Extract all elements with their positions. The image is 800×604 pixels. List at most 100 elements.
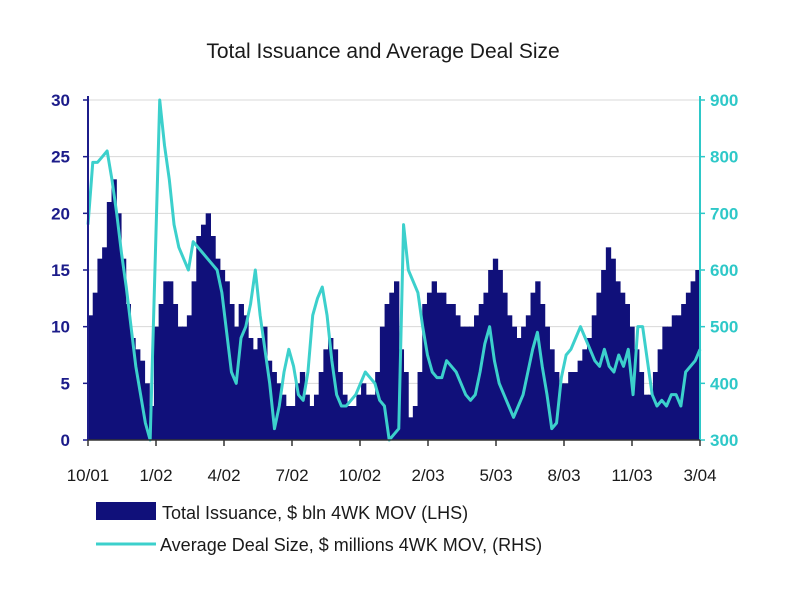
- issuance-bars: [88, 179, 701, 440]
- issuance-bar: [530, 292, 536, 440]
- issuance-bar: [257, 338, 263, 440]
- issuance-bar: [521, 326, 527, 440]
- issuance-bar: [535, 281, 541, 440]
- right-tick-label: 400: [710, 374, 738, 393]
- issuance-bar: [667, 326, 673, 440]
- issuance-bar: [549, 349, 555, 440]
- issuance-bar: [690, 281, 696, 440]
- issuance-bar: [290, 406, 296, 440]
- right-axis-ticks: 300 400 500 600 700 800 900: [700, 91, 738, 450]
- issuance-bar: [436, 292, 442, 440]
- issuance-bar: [412, 406, 419, 440]
- issuance-bar: [158, 304, 164, 440]
- issuance-bar: [102, 247, 108, 440]
- issuance-bar: [271, 372, 277, 440]
- x-tick-label: 2/03: [411, 466, 444, 485]
- issuance-bar: [111, 179, 117, 440]
- issuance-bar: [97, 258, 103, 440]
- issuance-bar: [445, 304, 452, 440]
- issuance-bar: [662, 326, 668, 440]
- issuance-bar: [634, 349, 640, 440]
- issuance-bar: [120, 258, 127, 440]
- issuance-bar: [299, 372, 306, 440]
- issuance-bar: [370, 394, 376, 440]
- issuance-bar: [492, 258, 499, 440]
- issuance-bar: [328, 338, 334, 440]
- issuance-bar: [168, 281, 174, 440]
- issuance-bar: [511, 326, 517, 440]
- right-tick-label: 900: [710, 91, 738, 110]
- right-tick-label: 800: [710, 148, 738, 167]
- issuance-bar: [469, 326, 475, 440]
- issuance-bar: [671, 315, 678, 440]
- x-tick-label: 10/01: [67, 466, 110, 485]
- issuance-bar: [116, 213, 122, 440]
- issuance-bar: [483, 292, 489, 440]
- left-tick-label: 30: [51, 91, 70, 110]
- issuance-bar: [398, 349, 405, 440]
- issuance-bar: [502, 292, 508, 440]
- issuance-bar: [356, 394, 362, 440]
- issuance-bar: [394, 281, 400, 440]
- issuance-bar: [177, 326, 183, 440]
- right-tick-label: 600: [710, 261, 738, 280]
- issuance-bar: [431, 281, 437, 440]
- x-tick-label: 5/03: [479, 466, 512, 485]
- issuance-bar: [384, 304, 390, 440]
- issuance-bar: [309, 406, 315, 440]
- issuance-bar: [191, 281, 197, 440]
- issuance-bar: [219, 270, 226, 440]
- issuance-bar: [624, 304, 630, 440]
- x-tick-label: 1/02: [139, 466, 172, 485]
- issuance-bar: [238, 304, 244, 440]
- left-axis-ticks: 0 5 10 15 20 25 30: [51, 91, 88, 450]
- issuance-bar: [516, 338, 522, 440]
- issuance-bar: [182, 326, 188, 440]
- deal-size-line: [86, 98, 702, 442]
- issuance-bar: [125, 304, 131, 440]
- issuance-bar: [506, 315, 513, 440]
- issuance-bar: [563, 383, 569, 440]
- issuance-bar: [318, 372, 324, 440]
- issuance-bar: [186, 315, 193, 440]
- issuance-bar: [643, 394, 649, 440]
- issuance-bar: [605, 247, 612, 440]
- issuance-bar: [365, 394, 372, 440]
- issuance-bar: [408, 417, 414, 440]
- issuance-bar: [450, 304, 456, 440]
- issuance-bar: [572, 372, 579, 440]
- issuance-bar: [568, 372, 574, 440]
- left-tick-label: 20: [51, 204, 70, 223]
- issuance-bar: [591, 315, 598, 440]
- issuance-bar: [544, 326, 550, 440]
- issuance-bar: [153, 326, 160, 440]
- issuance-bar: [474, 315, 480, 440]
- issuance-bar: [554, 372, 560, 440]
- issuance-bar: [464, 326, 470, 440]
- legend-deal-size-label: Average Deal Size, $ millions 4WK MOV, (…: [160, 535, 542, 555]
- issuance-bar: [172, 304, 179, 440]
- issuance-bar: [130, 338, 136, 440]
- issuance-bar: [488, 270, 494, 440]
- x-tick-label: 4/02: [207, 466, 240, 485]
- x-tick-label: 3/04: [683, 466, 716, 485]
- issuance-bar: [676, 315, 682, 440]
- issuance-bar: [375, 372, 381, 440]
- issuance-bar: [92, 292, 99, 440]
- x-tick-label: 7/02: [275, 466, 308, 485]
- issuance-bar: [266, 360, 273, 440]
- right-tick-label: 500: [710, 318, 738, 337]
- issuance-bar: [205, 213, 211, 440]
- issuance-bar: [106, 202, 113, 440]
- legend-issuance-label: Total Issuance, $ bln 4WK MOV (LHS): [162, 503, 468, 523]
- issuance-bar: [657, 349, 663, 440]
- issuance-bar: [295, 383, 301, 440]
- x-tick-label: 10/02: [339, 466, 382, 485]
- issuance-bar: [582, 349, 588, 440]
- issuance-bar: [135, 349, 141, 440]
- right-tick-label: 300: [710, 431, 738, 450]
- left-tick-label: 15: [51, 261, 70, 280]
- x-tick-label: 8/03: [547, 466, 580, 485]
- issuance-bar: [215, 258, 221, 440]
